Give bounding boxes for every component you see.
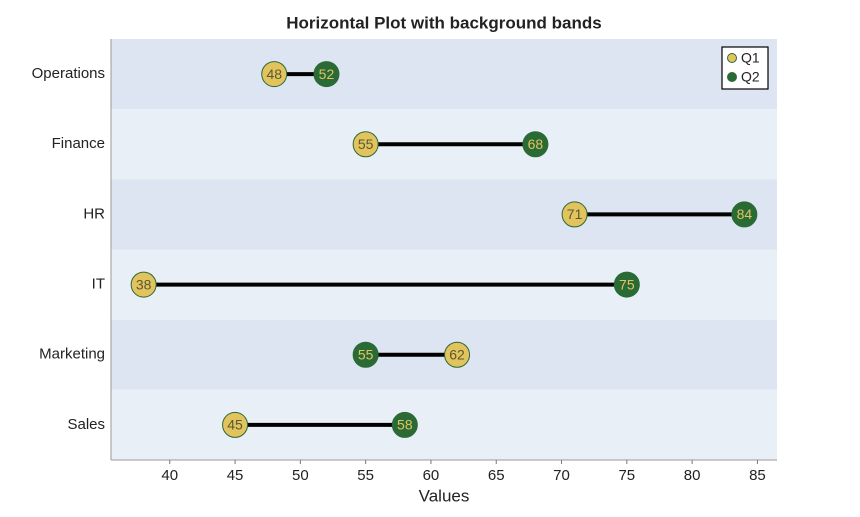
x-tick-label: 55 [357, 467, 374, 484]
data-label: 48 [266, 66, 282, 82]
data-label: 58 [397, 417, 413, 433]
marker [391, 411, 418, 438]
plot-area: 48 52 55 68 71 84 38 75 62 55 45 58 [130, 61, 758, 438]
marker [313, 61, 340, 88]
data-label: 45 [227, 417, 243, 433]
background-bands [111, 39, 777, 460]
y-tick-label: HR [83, 205, 105, 222]
marker [522, 131, 549, 158]
marker [352, 341, 379, 368]
x-tick-label: 80 [684, 467, 701, 484]
y-tick-label: Marketing [39, 346, 105, 363]
data-label: 55 [358, 346, 374, 362]
x-tick-label: 50 [292, 467, 309, 484]
x-axis-label: Values [419, 486, 470, 505]
marker [561, 201, 588, 228]
data-label: 84 [737, 206, 753, 222]
marker [130, 271, 157, 298]
data-label: 55 [358, 136, 374, 152]
x-tick-label: 85 [749, 467, 766, 484]
y-tick-label: Finance [52, 135, 105, 152]
y-tick-label: Sales [67, 416, 105, 433]
y-tick-label: IT [92, 276, 105, 293]
x-tick-label: 45 [227, 467, 244, 484]
data-label: 62 [449, 346, 465, 362]
legend-label: Q2 [741, 69, 760, 85]
marker [261, 61, 288, 88]
data-label: 71 [567, 206, 583, 222]
legend-marker [727, 53, 737, 63]
x-tick-label: 40 [161, 467, 178, 484]
x-tick-label: 65 [488, 467, 505, 484]
marker [352, 131, 379, 158]
y-tick-label: Operations [32, 65, 105, 82]
x-tick-label: 70 [553, 467, 570, 484]
band [111, 39, 777, 110]
data-label: 68 [528, 136, 544, 152]
legend-label: Q1 [741, 50, 760, 66]
legend-marker [727, 72, 737, 82]
data-label: 38 [136, 276, 152, 292]
marker [731, 201, 758, 228]
x-tick-label: 60 [423, 467, 440, 484]
data-label: 75 [619, 276, 635, 292]
x-tick-label: 75 [618, 467, 635, 484]
marker [613, 271, 640, 298]
band [111, 389, 777, 460]
marker [444, 341, 471, 368]
chart-title: Horizontal Plot with background bands [286, 13, 601, 32]
data-label: 52 [319, 66, 335, 82]
marker [222, 411, 249, 438]
